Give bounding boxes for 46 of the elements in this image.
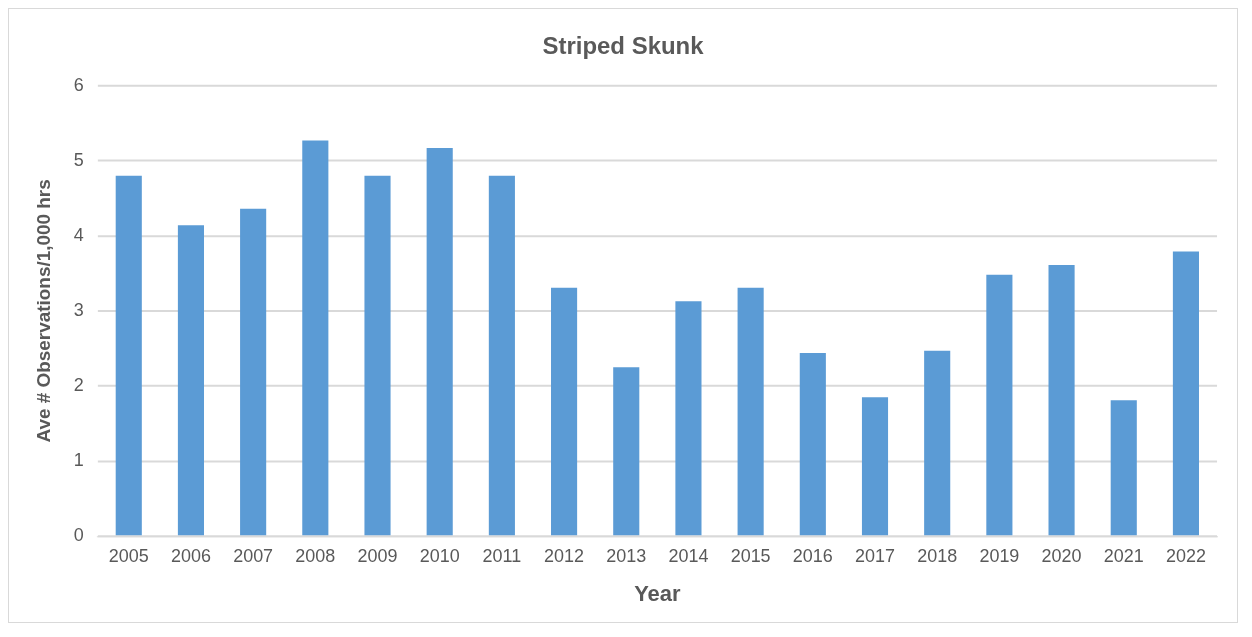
x-tick-label: 2005 bbox=[108, 545, 149, 566]
x-tick-label: 2011 bbox=[482, 545, 522, 566]
bar bbox=[613, 367, 640, 536]
y-tick-label: 1 bbox=[73, 450, 84, 471]
bar bbox=[488, 175, 515, 536]
x-tick-label: 2018 bbox=[917, 545, 958, 566]
x-tick-label: 2007 bbox=[233, 545, 274, 566]
bar bbox=[1110, 400, 1137, 536]
x-tick-label: 2012 bbox=[544, 545, 585, 566]
x-tick-label: 2017 bbox=[855, 545, 895, 566]
bar bbox=[737, 287, 764, 536]
bar bbox=[302, 140, 329, 536]
x-tick-label: 2020 bbox=[1041, 545, 1082, 566]
x-tick-label: 2022 bbox=[1165, 545, 1206, 566]
y-tick-label: 3 bbox=[73, 299, 84, 320]
x-tick-label: 2010 bbox=[419, 545, 460, 566]
y-tick-label: 2 bbox=[73, 375, 84, 395]
x-tick-label: 2016 bbox=[792, 545, 833, 566]
x-axis-title: Year bbox=[634, 580, 681, 606]
bar bbox=[240, 208, 267, 536]
x-tick-label: 2019 bbox=[979, 545, 1020, 566]
y-axis-title: Ave # Observations/1,000 hrs bbox=[32, 179, 54, 443]
bar bbox=[426, 147, 453, 536]
bar bbox=[986, 274, 1013, 536]
bar bbox=[861, 397, 889, 536]
x-tick-label: 2009 bbox=[357, 545, 398, 566]
chart-title: Striped Skunk bbox=[542, 31, 705, 59]
x-tick-label: 2015 bbox=[730, 545, 771, 566]
bar bbox=[675, 301, 702, 536]
bar bbox=[177, 225, 205, 536]
y-tick-label: 6 bbox=[73, 74, 84, 95]
x-tick-label: 2008 bbox=[295, 545, 336, 566]
bar bbox=[1172, 251, 1199, 536]
x-tick-label: 2013 bbox=[606, 545, 647, 566]
x-tick-label: 2014 bbox=[668, 545, 709, 566]
x-tick-label: 2021 bbox=[1103, 545, 1144, 566]
bar bbox=[551, 287, 578, 536]
bar bbox=[799, 352, 826, 536]
x-tick-label: 2006 bbox=[170, 545, 211, 566]
bar bbox=[364, 175, 391, 536]
y-tick-label: 0 bbox=[73, 525, 84, 546]
y-tick-label: 5 bbox=[73, 149, 84, 170]
y-tick-label: 4 bbox=[73, 224, 84, 245]
bar bbox=[115, 175, 142, 536]
bar bbox=[1048, 265, 1075, 536]
bar bbox=[924, 350, 951, 536]
